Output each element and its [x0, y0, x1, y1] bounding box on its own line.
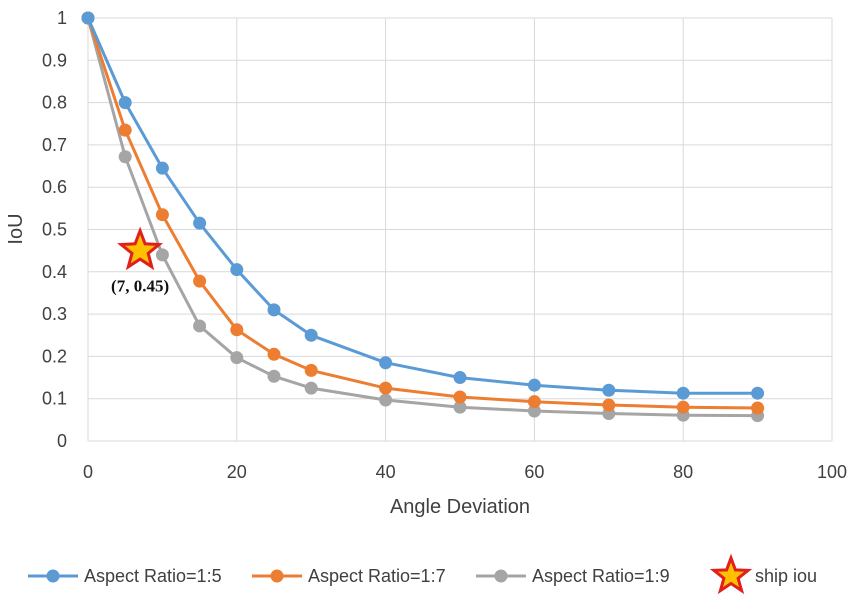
y-tick-label: 0: [57, 431, 67, 451]
data-point: [193, 216, 207, 230]
data-point: [527, 378, 541, 392]
legend-item-3: Aspect Ratio=1:9: [476, 566, 670, 586]
data-point: [118, 123, 132, 137]
data-point: [230, 351, 244, 365]
grid-lines: [88, 17, 833, 441]
data-point: [304, 328, 318, 342]
y-tick-label: 0.8: [42, 93, 67, 113]
y-tick-label: 0.1: [42, 389, 67, 409]
data-point: [304, 381, 318, 395]
y-axis-title: IoU: [5, 213, 27, 244]
series-3: [81, 11, 765, 423]
y-tick-label: 0.7: [42, 135, 67, 155]
data-point: [527, 395, 541, 409]
data-point: [602, 398, 616, 412]
y-tick-label: 0.6: [42, 177, 67, 197]
y-tick-label: 0.5: [42, 220, 67, 240]
data-point: [304, 363, 318, 377]
series-1: [81, 11, 765, 400]
ship-iou-annotation: (7, 0.45): [111, 277, 169, 296]
series-2: [81, 11, 765, 415]
y-tick-label: 0.2: [42, 346, 67, 366]
legend-item-2: Aspect Ratio=1:7: [252, 566, 446, 586]
data-point: [230, 323, 244, 337]
series-line: [86, 16, 760, 395]
data-point: [379, 381, 393, 395]
data-point: [118, 150, 132, 164]
legend-item-ship-iou: ship iou: [709, 553, 817, 595]
ship-iou-star-marker: [117, 226, 164, 271]
series-line: [86, 16, 760, 410]
data-point: [155, 161, 169, 175]
data-point: [751, 386, 765, 400]
legend-marker: [270, 569, 284, 583]
data-point: [155, 248, 169, 262]
x-tick-label: 100: [817, 462, 847, 482]
legend-marker: [494, 569, 508, 583]
data-point: [118, 96, 132, 110]
data-point: [676, 386, 690, 400]
data-point: [453, 371, 467, 385]
data-point: [267, 347, 281, 361]
legend-label: Aspect Ratio=1:5: [84, 566, 222, 586]
legend: Aspect Ratio=1:5 Aspect Ratio=1:7 Aspect R…: [28, 553, 817, 595]
x-tick-label: 20: [227, 462, 247, 482]
data-point: [527, 404, 541, 418]
y-tick-label: 0.9: [42, 50, 67, 70]
legend-label: ship iou: [755, 566, 817, 586]
x-tick-label: 80: [673, 462, 693, 482]
x-tick-label: 0: [83, 462, 93, 482]
data-series: [81, 11, 765, 423]
legend-label: Aspect Ratio=1:9: [532, 566, 670, 586]
axes: 0 0.1 0.2 0.3 0.4 0.5 0.6 0.7 0.8 0.9 1 0 20 40 60 80 10…: [42, 8, 847, 482]
y-tick-label: 0.4: [42, 262, 67, 282]
x-tick-label: 60: [524, 462, 544, 482]
legend-item-1: Aspect Ratio=1:5: [28, 566, 222, 586]
data-point: [193, 319, 207, 333]
data-point: [81, 11, 95, 25]
data-point: [230, 263, 244, 277]
data-point: [379, 356, 393, 370]
legend-marker: [46, 569, 60, 583]
x-tick-label: 40: [376, 462, 396, 482]
data-point: [193, 274, 207, 288]
data-point: [453, 390, 467, 404]
data-point: [676, 400, 690, 414]
data-point: [453, 400, 467, 414]
x-axis-title: Angle Deviation: [390, 496, 530, 518]
y-tick-label: 1: [57, 8, 67, 28]
data-point: [267, 303, 281, 317]
annotations: (7, 0.45): [111, 226, 169, 296]
legend-label: Aspect Ratio=1:7: [308, 566, 446, 586]
data-point: [155, 208, 169, 222]
data-point: [379, 393, 393, 407]
data-point: [751, 401, 765, 415]
data-point: [267, 369, 281, 383]
y-tick-label: 0.3: [42, 304, 67, 324]
data-point: [602, 383, 616, 397]
legend-star-icon: [709, 553, 753, 595]
